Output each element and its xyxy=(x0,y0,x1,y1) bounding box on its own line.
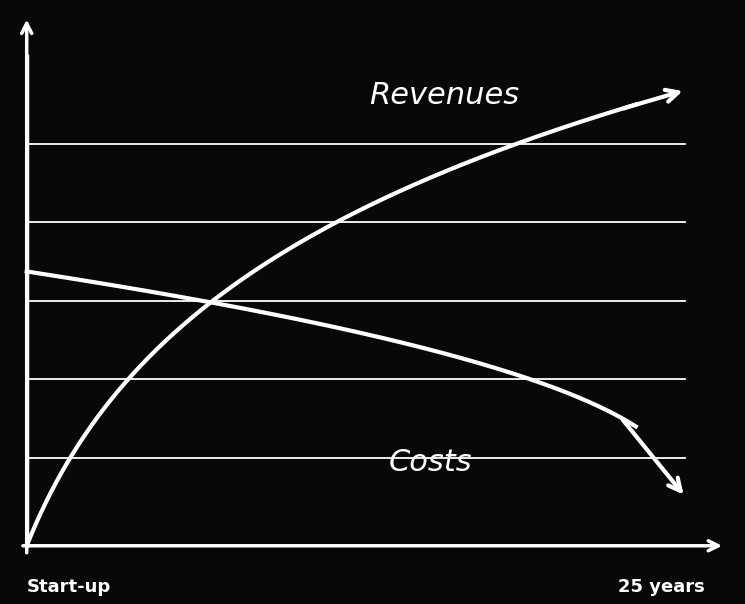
Text: Costs: Costs xyxy=(389,448,472,477)
Text: 25 years: 25 years xyxy=(618,577,705,596)
Text: Start-up: Start-up xyxy=(27,577,111,596)
Text: Revenues: Revenues xyxy=(370,80,519,109)
